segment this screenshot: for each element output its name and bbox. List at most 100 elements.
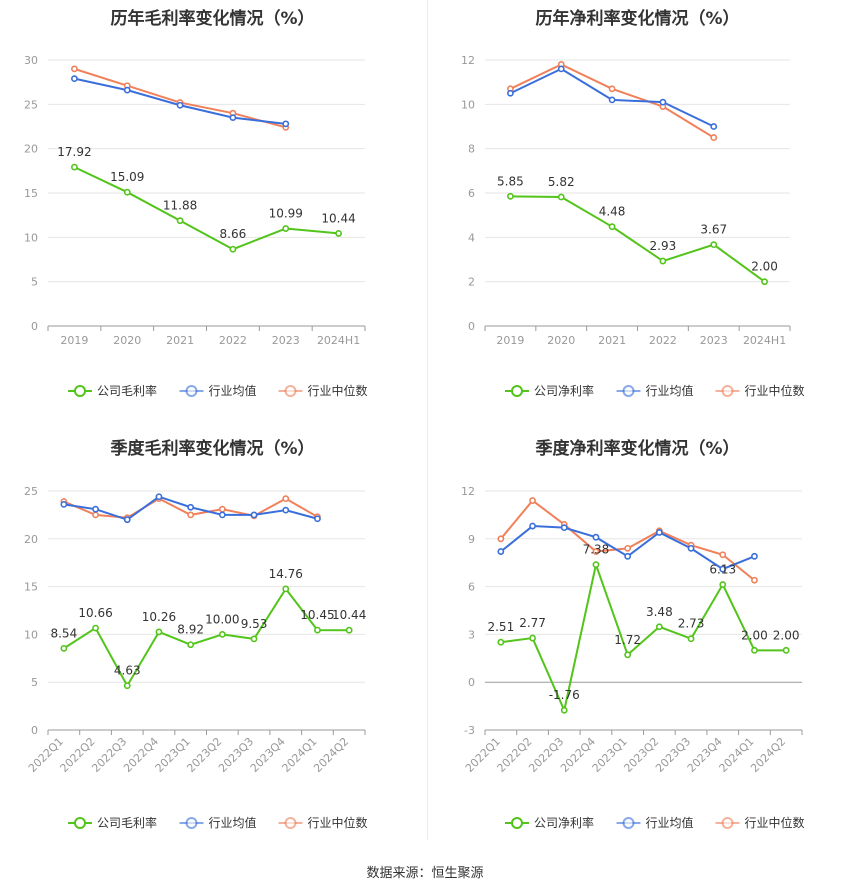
data-point [659,98,667,106]
data-point [507,192,514,200]
y-tick-label: 4 [468,231,475,244]
data-point [529,497,536,504]
data-point [751,552,758,560]
data-label: 2.77 [519,616,546,630]
y-tick-label: 10 [24,231,38,244]
data-label: 10.45 [300,608,334,622]
data-point [123,86,131,94]
chart-title: 季度净利率变化情况（%） [535,439,740,459]
quarterly-gross-chart: 05101520252022Q12022Q22022Q32022Q42023Q1… [24,485,368,830]
data-point [497,638,505,646]
data-point [687,635,695,643]
quarterly-net-panel: 季度净利率变化情况（%） -3 0 3 6 9 12 2022Q1 2022Q2 2022Q3 2… [425,430,850,860]
data-point [187,511,195,519]
annual-gross-chart: 0 5 10 15 20 25 30 2019 2020 2021 2022 2023 2024H1 17… [24,54,368,398]
data-point [560,706,568,714]
data-point [335,230,342,237]
data-point [229,245,237,253]
x-tick-label: 2022 [649,334,677,347]
y-tick-label: 15 [24,581,38,594]
x-tick-label: 2023 [700,334,728,347]
data-point [710,123,718,130]
data-label: 2.00 [741,628,768,642]
y-tick-label: 3 [468,628,475,641]
x-tick-label: 2024Q2 [748,735,788,775]
y-tick-label: 2 [468,276,475,289]
legend-marker [721,817,734,829]
data-point [250,635,258,643]
data-source-note: 数据来源：恒生聚源 [366,866,484,881]
x-tick-label: 2024H1 [743,334,786,347]
data-point [608,223,616,231]
data-point [155,493,163,501]
data-point [624,651,632,659]
data-label: 3.67 [700,223,727,237]
data-point [710,241,718,249]
data-point [497,535,505,543]
legend-label: 公司毛利率 [97,815,157,830]
quarterly-gross-panel: 季度毛利率变化情况（%） 0 5 10 15 20 25 2022Q1 2022Q2 2022Q… [0,430,425,860]
legend-marker [511,385,523,397]
data-point [659,257,667,265]
data-label: 8.54 [50,626,77,640]
y-tick-label: 15 [24,187,38,200]
legend-marker [721,385,734,397]
data-point [60,644,68,652]
data-point [282,225,290,232]
y-tick-label: 30 [24,54,38,67]
data-point [123,516,131,524]
data-point [624,552,632,560]
y-tick-label: 12 [461,485,475,498]
data-point [719,551,727,559]
data-point [761,278,768,286]
y-tick-label: 20 [24,533,38,546]
data-label: 2.00 [773,628,800,642]
data-point [592,548,600,555]
x-tick-label: 2023 [272,334,300,347]
data-label: 15.09 [110,170,144,184]
legend-marker [284,385,297,397]
data-point [655,529,663,536]
x-tick-label: 2024Q2 [311,735,351,775]
data-label: 11.88 [163,199,197,213]
data-point [155,628,163,636]
y-tick-label: 25 [24,485,38,498]
data-label: 17.92 [57,145,91,159]
data-point [71,163,78,171]
y-tick-label: 0 [31,320,38,333]
y-tick-label: 5 [31,276,38,289]
data-point [655,623,663,631]
x-tick-label: 2022 [219,334,247,347]
annual-gross-panel: 历年毛利率变化情况（%） 0 5 10 15 20 25 30 2019 2020 2021 202… [0,0,425,430]
data-label: 8.66 [220,227,247,241]
panel-divider [427,0,428,840]
legend-marker [284,817,297,829]
y-tick-label: 8 [468,143,475,156]
y-tick-label: 20 [24,143,38,156]
legend-label: 公司净利率 [534,383,594,398]
data-point [719,581,727,588]
data-point [314,515,321,523]
x-tick-label: 2021 [166,334,194,347]
y-tick-label: 6 [468,581,475,594]
legend-label: 行业均值 [646,815,694,830]
y-tick-label: -3 [464,724,475,737]
data-point [92,624,99,632]
data-point [719,565,727,573]
data-point [60,500,68,508]
data-point [71,75,78,83]
data-label: 10.44 [332,608,366,622]
data-label: 2.00 [751,260,778,274]
data-point [282,585,290,593]
data-label: 6.13 [709,563,736,577]
data-label: 10.26 [142,610,176,624]
annual-net-panel: 历年净利率变化情况（%） 0 2 4 6 8 10 12 2019 2020 2021 2022 20… [425,0,850,430]
data-point [92,511,99,519]
legend-marker [74,385,86,397]
data-label: 9.53 [241,617,268,631]
legend-label: 行业中位数 [745,383,805,398]
data-label: 14.76 [269,567,303,581]
data-label: 10.99 [269,207,303,221]
data-point [229,114,237,122]
x-tick-label: 2019 [496,334,524,347]
